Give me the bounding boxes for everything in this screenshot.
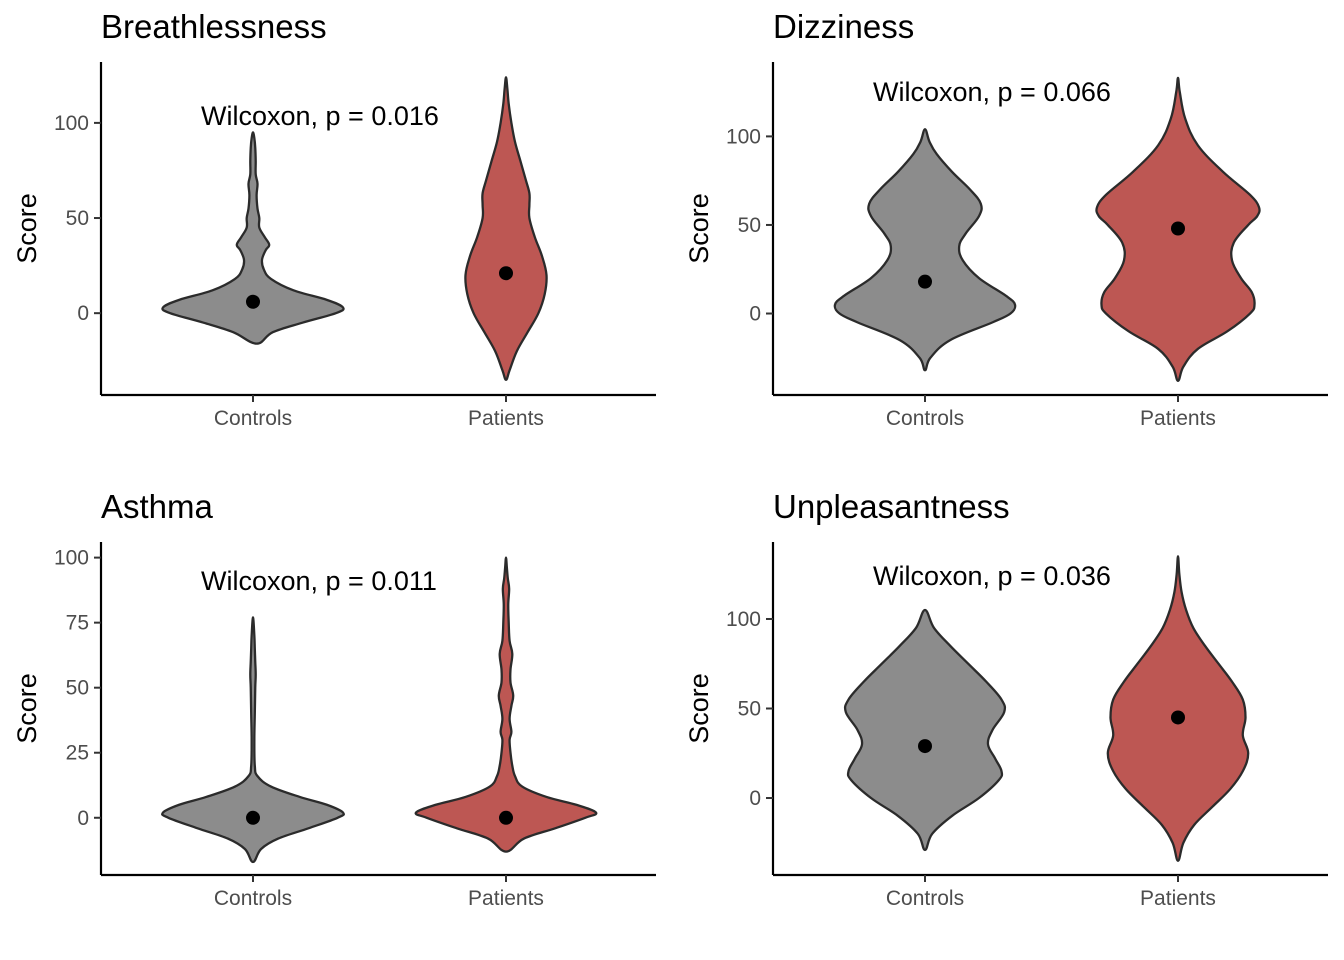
- violin-patients: [464, 76, 548, 381]
- panel-title: Breathlessness: [101, 8, 327, 45]
- point-patients: [499, 810, 513, 825]
- y-tick-label: 0: [749, 303, 761, 326]
- x-tick-label-controls: Controls: [886, 407, 964, 430]
- y-tick-label: 0: [77, 807, 89, 830]
- y-tick-label: 100: [726, 125, 761, 148]
- point-patients: [499, 266, 513, 281]
- y-tick-label: 50: [66, 207, 89, 230]
- violin-patients: [414, 556, 598, 853]
- point-controls: [918, 274, 932, 289]
- panel-title: Asthma: [101, 488, 214, 525]
- y-tick-label: 50: [738, 214, 761, 237]
- panel-dizziness: Dizziness Score 0 50 100 Controls Patients Wilc…: [684, 8, 1328, 430]
- x-tick-label-patients: Patients: [468, 407, 544, 430]
- y-tick-label: 75: [66, 612, 89, 635]
- violin-controls: [161, 616, 345, 864]
- wilcoxon-annotation: Wilcoxon, p = 0.036: [873, 561, 1111, 591]
- x-tick-label-controls: Controls: [214, 407, 292, 430]
- wilcoxon-annotation: Wilcoxon, p = 0.016: [201, 101, 439, 131]
- violin-controls: [161, 131, 345, 345]
- y-tick-label: 50: [738, 698, 761, 721]
- y-axis-title: Score: [12, 193, 42, 264]
- y-tick-label: 100: [54, 112, 89, 135]
- violin-controls: [833, 128, 1017, 372]
- violin-controls: [843, 608, 1007, 852]
- point-controls: [918, 739, 932, 754]
- point-controls: [246, 294, 260, 309]
- y-tick-label: 100: [726, 608, 761, 631]
- y-tick-label: 50: [66, 677, 89, 700]
- y-tick-label: 0: [749, 787, 761, 810]
- panel-title: Dizziness: [773, 8, 914, 45]
- point-controls: [246, 810, 260, 825]
- panel-unpleasantness: Unpleasantness Score 0 50 100 Controls Patient…: [684, 488, 1328, 910]
- x-tick-label-patients: Patients: [1140, 887, 1216, 910]
- panel-breathlessness: Breathlessness Score 0 50 100 Controls Patient…: [12, 8, 656, 430]
- x-tick-label-patients: Patients: [468, 887, 544, 910]
- point-patients: [1171, 710, 1185, 725]
- y-tick-label: 0: [77, 302, 89, 325]
- y-tick-label: 100: [54, 547, 89, 570]
- x-tick-label-patients: Patients: [1140, 407, 1216, 430]
- violin-patients: [1106, 555, 1250, 862]
- wilcoxon-annotation: Wilcoxon, p = 0.066: [873, 77, 1111, 107]
- x-tick-label-controls: Controls: [886, 887, 964, 910]
- y-axis-title: Score: [684, 193, 714, 264]
- x-tick-label-controls: Controls: [214, 887, 292, 910]
- panel-title: Unpleasantness: [773, 488, 1010, 525]
- y-axis-title: Score: [12, 673, 42, 744]
- y-axis-title: Score: [684, 673, 714, 744]
- point-patients: [1171, 221, 1185, 236]
- panel-asthma: Asthma Score 0 25 50 75 100 Controls Patients Wil…: [12, 488, 656, 910]
- y-tick-label: 25: [66, 742, 89, 765]
- wilcoxon-annotation: Wilcoxon, p = 0.011: [201, 566, 437, 596]
